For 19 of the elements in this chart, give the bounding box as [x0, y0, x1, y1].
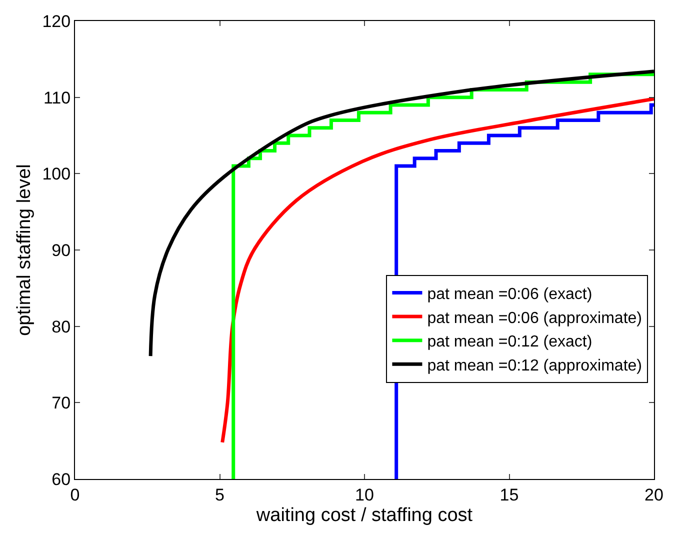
x-axis-title: waiting cost / staffing cost	[255, 505, 474, 526]
y-tick-label: 60	[52, 470, 71, 489]
y-axis-title: optimal staffing level	[14, 164, 36, 336]
x-tick-label: 20	[644, 485, 664, 504]
legend-label: pat mean =0:06 (approximate)	[427, 310, 642, 327]
legend-label: pat mean =0:06 (exact)	[427, 286, 592, 303]
y-tick-label: 70	[52, 394, 71, 413]
y-tick-label: 120	[42, 12, 71, 31]
y-tick-label: 110	[43, 88, 71, 108]
line-series	[220, 97, 654, 444]
y-tick-label: 100	[42, 164, 71, 184]
x-tick-label: 0	[70, 485, 80, 504]
legend-label: pat mean =0:12 (approximate)	[427, 357, 642, 374]
y-tick-label: 90	[52, 240, 71, 260]
x-tick-label: 5	[215, 485, 224, 504]
y-tick-label: 80	[52, 317, 71, 336]
x-tick-label: 10	[355, 485, 374, 504]
legend-label: pat mean =0:12 (exact)	[427, 334, 592, 351]
x-tick-label: 15	[500, 485, 519, 504]
